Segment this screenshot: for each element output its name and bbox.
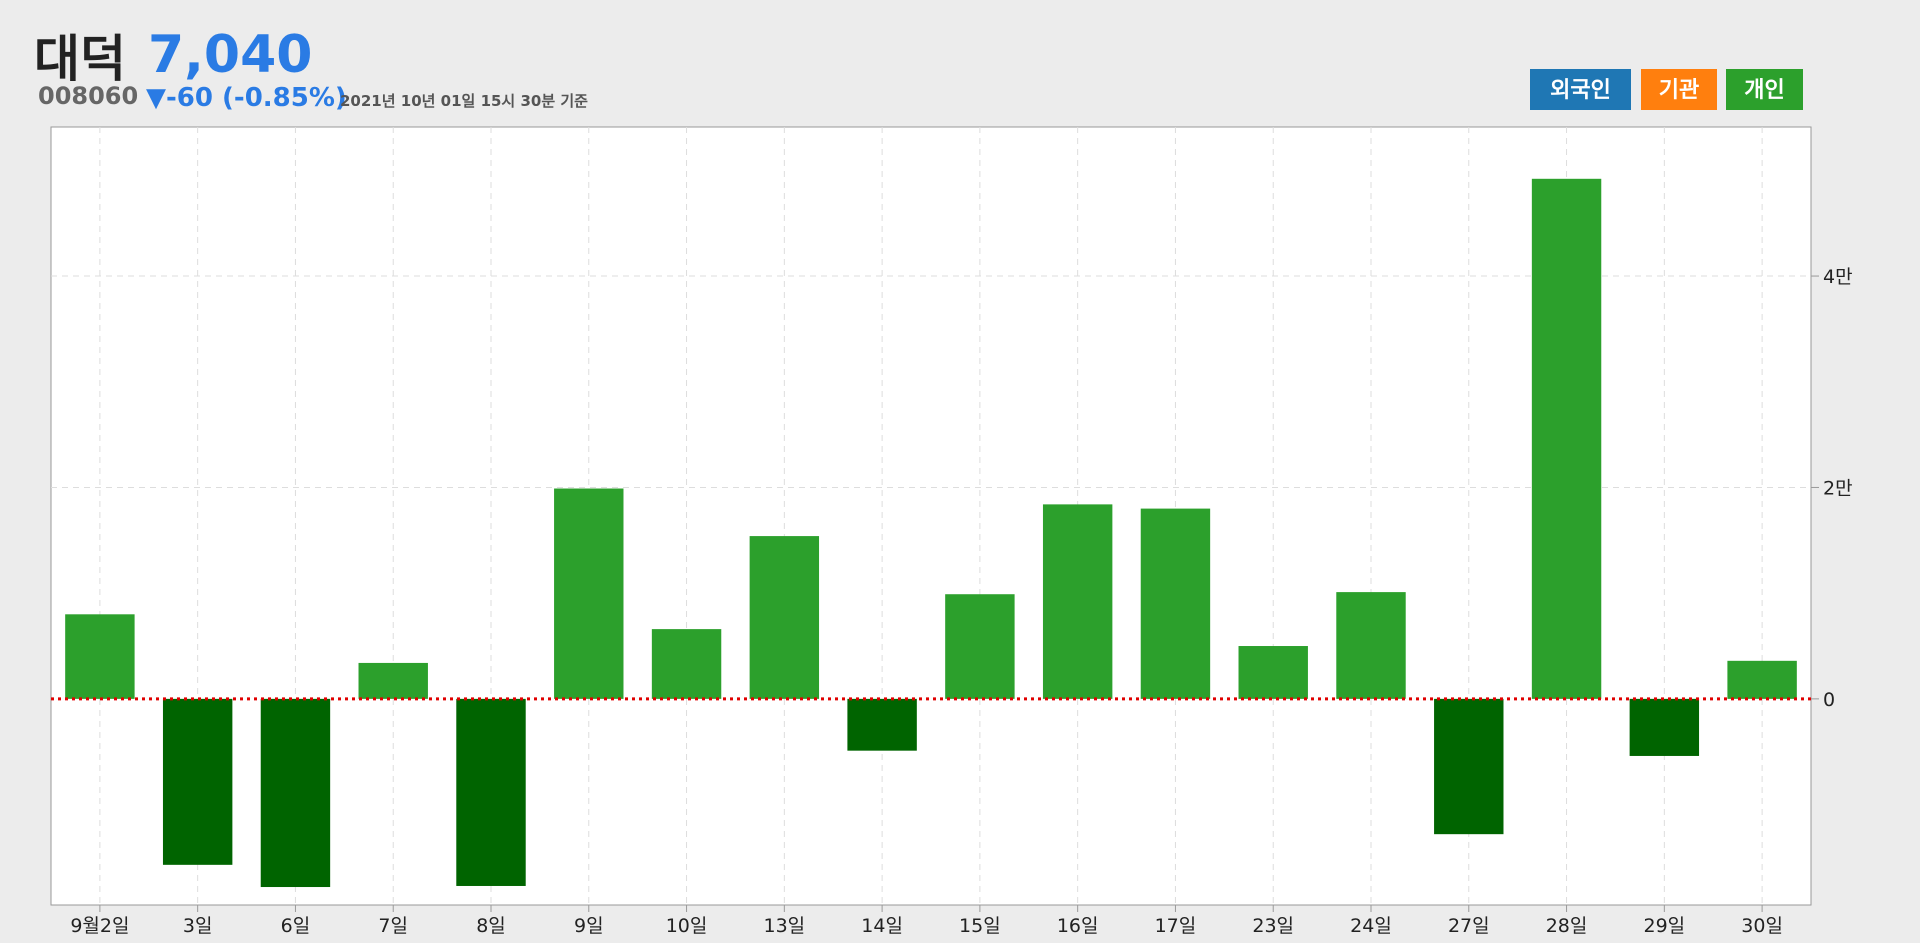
x-tick-label: 27일 [1448,915,1490,937]
bar [554,488,624,699]
plot-area [50,126,1812,906]
y-tick-label: 0 [1823,689,1835,711]
x-tick-label: 6일 [281,915,311,937]
x-tick-label: 9월2일 [70,915,129,937]
x-tick-label: 16일 [1057,915,1099,937]
bar [1238,646,1308,699]
legend-label: 기관 [1659,78,1699,103]
price-change: ▼-60 (-0.85%) [146,83,347,113]
x-tick-label: 14일 [861,915,903,937]
x-tick-label: 9일 [574,915,604,937]
legend-button[interactable]: 개인 [1726,69,1803,110]
bar [651,629,722,699]
x-tick-label: 28일 [1546,915,1588,937]
stock-code: 008060 [38,82,138,110]
bar [1336,592,1406,699]
x-tick-label: 8일 [476,915,506,937]
bar [260,698,331,888]
bar [65,614,135,699]
bar [1140,508,1211,699]
bar [456,698,526,886]
y-tick-label: 2만 [1823,477,1853,499]
bar [847,698,917,751]
bar [162,698,233,865]
bar [1629,698,1700,756]
bar [1434,698,1504,835]
x-tick-label: 7일 [378,915,408,937]
legend-button[interactable]: 외국인 [1530,69,1631,110]
legend-button[interactable]: 기관 [1641,69,1717,110]
bar [358,662,428,699]
legend-label: 외국인 [1550,78,1611,103]
y-tick-label: 4만 [1823,266,1853,288]
legend-swatch [1530,69,1631,110]
bar [1042,504,1113,699]
bar [945,594,1015,699]
x-tick-label: 17일 [1155,915,1197,937]
x-tick-label: 23일 [1252,915,1294,937]
x-tick-label: 24일 [1350,915,1392,937]
x-tick-label: 10일 [666,915,708,937]
x-tick-label: 3일 [183,915,213,937]
stock-price: 7,040 [148,25,312,85]
bar [749,536,820,699]
x-tick-label: 15일 [959,915,1001,937]
bar [1727,660,1797,699]
x-tick-label: 30일 [1741,915,1783,937]
legend-swatch [1726,69,1803,110]
x-tick-label: 29일 [1643,915,1685,937]
bar [1531,178,1602,699]
stock-name: 대덕 [34,30,126,88]
legend-label: 개인 [1744,78,1784,103]
timestamp: 2021년 10년 01일 15시 30분 기준 [340,92,588,110]
legend-swatch [1641,69,1717,110]
x-tick-label: 13일 [763,915,805,937]
